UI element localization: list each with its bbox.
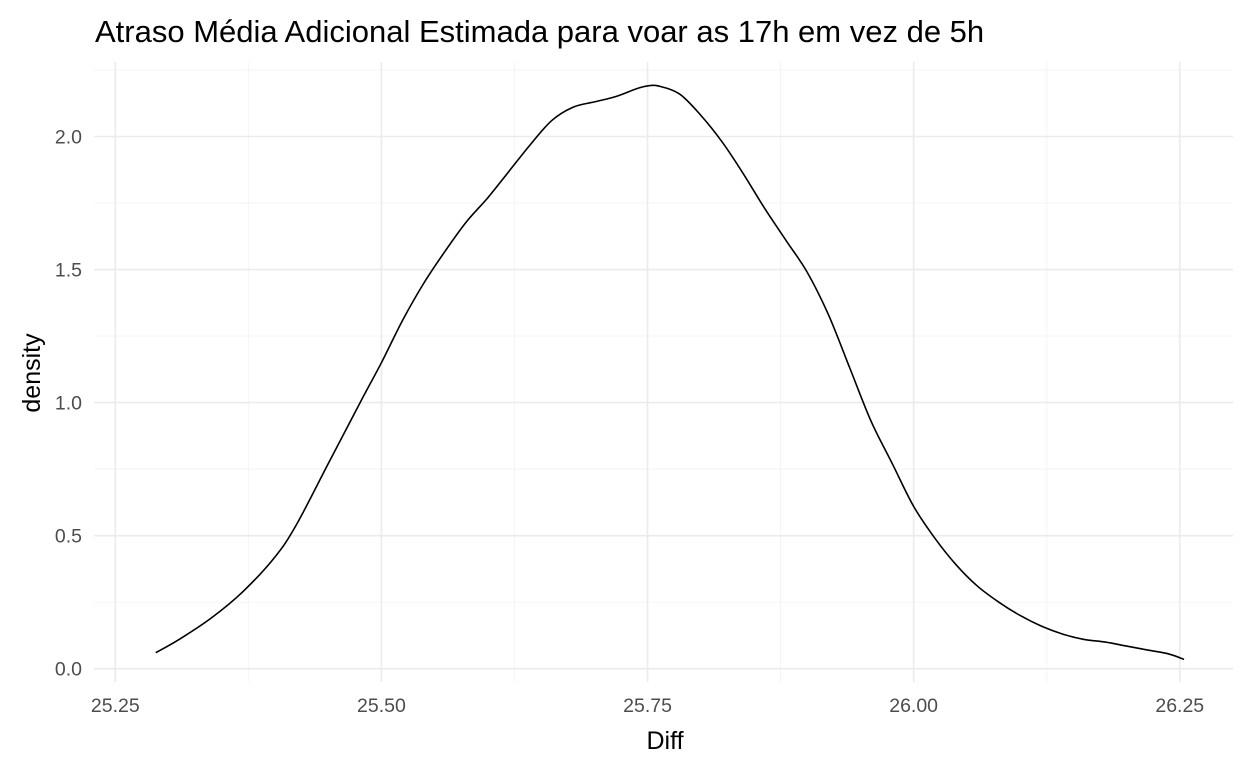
tick-labels: 25.25 25.50 25.75 26.00 26.25 0.0 0.5 1.0 1.5 2.0 bbox=[55, 127, 1204, 717]
x-tick-label: 25.25 bbox=[91, 695, 140, 717]
grid bbox=[94, 62, 1233, 682]
y-axis-label: density bbox=[18, 333, 46, 413]
chart-title: Atraso Média Adicional Estimada para voa… bbox=[95, 14, 984, 49]
density-curve bbox=[155, 84, 1185, 661]
series-layer bbox=[155, 84, 1185, 661]
x-tick-label: 26.00 bbox=[889, 695, 938, 717]
x-tick-label: 26.25 bbox=[1155, 695, 1204, 717]
y-tick-label: 1.0 bbox=[55, 393, 82, 415]
x-tick-label: 25.50 bbox=[357, 695, 406, 717]
y-tick-label: 2.0 bbox=[55, 127, 82, 149]
x-tick-label: 25.75 bbox=[623, 695, 672, 717]
x-axis-label: Diff bbox=[646, 727, 683, 755]
y-tick-label: 0.5 bbox=[55, 526, 82, 548]
y-tick-label: 1.5 bbox=[55, 260, 82, 282]
y-tick-label: 0.0 bbox=[55, 659, 82, 681]
